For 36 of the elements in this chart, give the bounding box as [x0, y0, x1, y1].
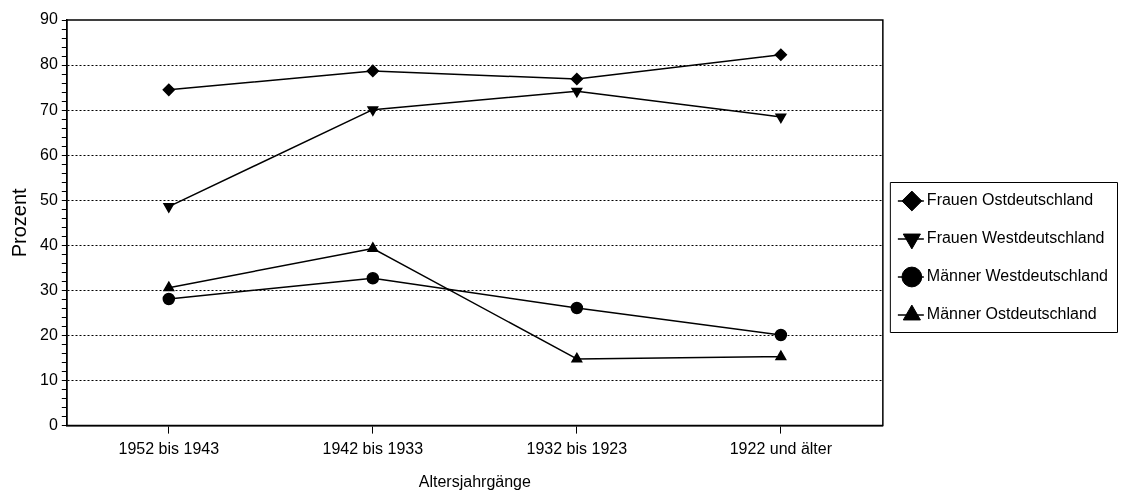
y-tick-label: 60 — [40, 145, 58, 163]
legend-label: Frauen Ostdeutschland — [926, 191, 1094, 209]
point — [162, 83, 176, 97]
point — [570, 72, 584, 86]
point — [366, 64, 380, 78]
y-tick-label: 50 — [40, 190, 58, 208]
point — [774, 328, 788, 342]
y-tick-label: 0 — [48, 416, 58, 434]
y-tick-label: 90 — [40, 10, 58, 28]
legend-label: Männer Ostdeutschland — [926, 305, 1097, 323]
y-tick-label: 40 — [40, 235, 58, 253]
y-tick-label: 20 — [40, 325, 58, 343]
legend-label: Frauen Westdeutschland — [926, 229, 1105, 247]
point — [366, 271, 380, 285]
point — [570, 301, 584, 315]
point — [775, 113, 787, 124]
x-axis-title: Altersjahrgänge — [418, 472, 531, 490]
x-tick-label: 1922 und älter — [729, 439, 833, 457]
x-tick-label: 1952 bis 1943 — [118, 439, 220, 457]
y-tick-label: 10 — [40, 370, 58, 388]
y-axis-title: Prozent — [7, 187, 30, 258]
legend-label: Männer Westdeutschland — [926, 267, 1108, 285]
y-tick-label: 70 — [40, 100, 58, 118]
x-tick-label: 1932 bis 1923 — [526, 439, 628, 457]
point — [162, 292, 176, 306]
point — [367, 106, 379, 116]
point — [775, 350, 787, 361]
x-tick-label: 1942 bis 1933 — [322, 439, 424, 457]
point — [367, 242, 379, 252]
point — [571, 352, 583, 363]
point — [774, 48, 788, 61]
y-tick-label: 80 — [40, 55, 58, 73]
point — [571, 87, 583, 98]
point — [163, 203, 175, 213]
y-tick-label: 30 — [40, 280, 58, 298]
point — [163, 281, 175, 292]
